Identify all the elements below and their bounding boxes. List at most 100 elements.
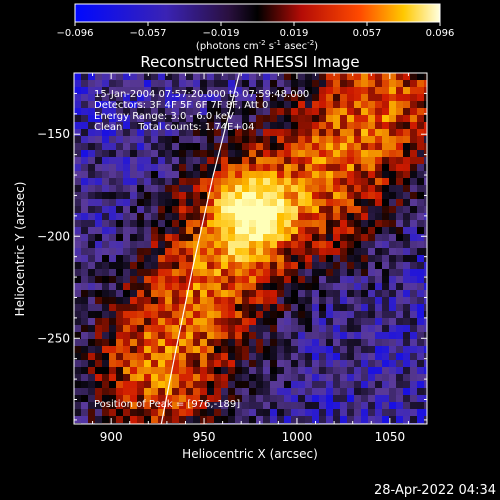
heatmap-cell [382,381,390,389]
heatmap-cell [221,381,229,389]
heatmap-cell [284,311,292,319]
heatmap-cell [81,199,89,207]
heatmap-cell [200,171,208,179]
heatmap-cell [137,101,145,109]
heatmap-cell [193,381,201,389]
heatmap-cell [193,227,201,235]
heatmap-cell [130,241,138,249]
heatmap-cell [270,325,278,333]
heatmap-cell [81,143,89,151]
heatmap-cell [95,115,103,123]
heatmap-cell [88,325,96,333]
heatmap-cell [417,213,425,221]
heatmap-cell [165,290,173,298]
heatmap-cell [158,122,166,130]
heatmap-cell [235,402,243,410]
heatmap-cell [249,388,257,396]
heatmap-cell [179,388,187,396]
heatmap-cell [312,136,320,144]
heatmap-cell [179,178,187,186]
heatmap-cell [319,185,327,193]
heatmap-cell [389,311,397,319]
heatmap-cell [242,409,250,417]
heatmap-cell [102,283,110,291]
heatmap-cell [361,416,369,424]
heatmap-cell [389,150,397,158]
heatmap-cell [319,360,327,368]
heatmap-cell [179,353,187,361]
heatmap-cell [116,206,124,214]
heatmap-cell [403,115,411,123]
heatmap-cell [263,199,271,207]
heatmap-cell [151,115,159,123]
heatmap-cell [298,94,306,102]
heatmap-cell [186,192,194,200]
heatmap-cell [144,269,152,277]
heatmap-cell [88,234,96,242]
heatmap-cell [95,143,103,151]
heatmap-cell [74,164,82,172]
heatmap-cell [263,360,271,368]
heatmap-cell [375,227,383,235]
heatmap-cell [130,304,138,312]
heatmap-cell [88,73,96,81]
heatmap-cell [200,290,208,298]
heatmap-cell [368,276,376,284]
heatmap-cell [361,157,369,165]
heatmap-cell [319,353,327,361]
heatmap-cell [368,248,376,256]
heatmap-cell [361,409,369,417]
colorbar [74,3,441,23]
heatmap-cell [249,241,257,249]
heatmap-cell [396,199,404,207]
heatmap-cell [333,185,341,193]
heatmap-cell [291,395,299,403]
heatmap-cell [396,248,404,256]
heatmap-cell [88,353,96,361]
heatmap-cell [116,185,124,193]
heatmap-cell [242,381,250,389]
heatmap-cell [88,164,96,172]
heatmap-cell [410,311,418,319]
heatmap-cell [228,206,236,214]
heatmap-cell [326,101,334,109]
heatmap-cell [417,318,425,326]
heatmap-cell [95,234,103,242]
heatmap-cell [277,339,285,347]
heatmap-cell [221,255,229,263]
heatmap-cell [172,297,180,305]
heatmap-cell [284,353,292,361]
heatmap-cell [165,311,173,319]
heatmap-cell [298,388,306,396]
heatmap-cell [403,388,411,396]
heatmap-cell [88,402,96,410]
heatmap-cell [130,353,138,361]
heatmap-cell [81,206,89,214]
heatmap-cell [424,269,427,277]
heatmap-cell [207,360,215,368]
heatmap-cell [144,311,152,319]
heatmap-cell [144,220,152,228]
heatmap-cell [95,276,103,284]
heatmap-cell [368,304,376,312]
heatmap-cell [242,290,250,298]
heatmap-cell [396,87,404,95]
heatmap-cell [270,395,278,403]
heatmap-cell [242,80,250,88]
heatmap-cell [354,283,362,291]
heatmap-cell [417,178,425,186]
heatmap-cell [102,171,110,179]
heatmap-cell [130,213,138,221]
heatmap-cell [354,360,362,368]
heatmap-cell [291,374,299,382]
heatmap-cell [354,73,362,81]
heatmap-cell [298,241,306,249]
heatmap-cell [410,402,418,410]
heatmap-cell [74,388,82,396]
heatmap-cell [74,269,82,277]
heatmap-cell [249,206,257,214]
heatmap-cell [347,290,355,298]
heatmap-cell [186,136,194,144]
heatmap-cell [382,164,390,172]
heatmap-cell [95,136,103,144]
